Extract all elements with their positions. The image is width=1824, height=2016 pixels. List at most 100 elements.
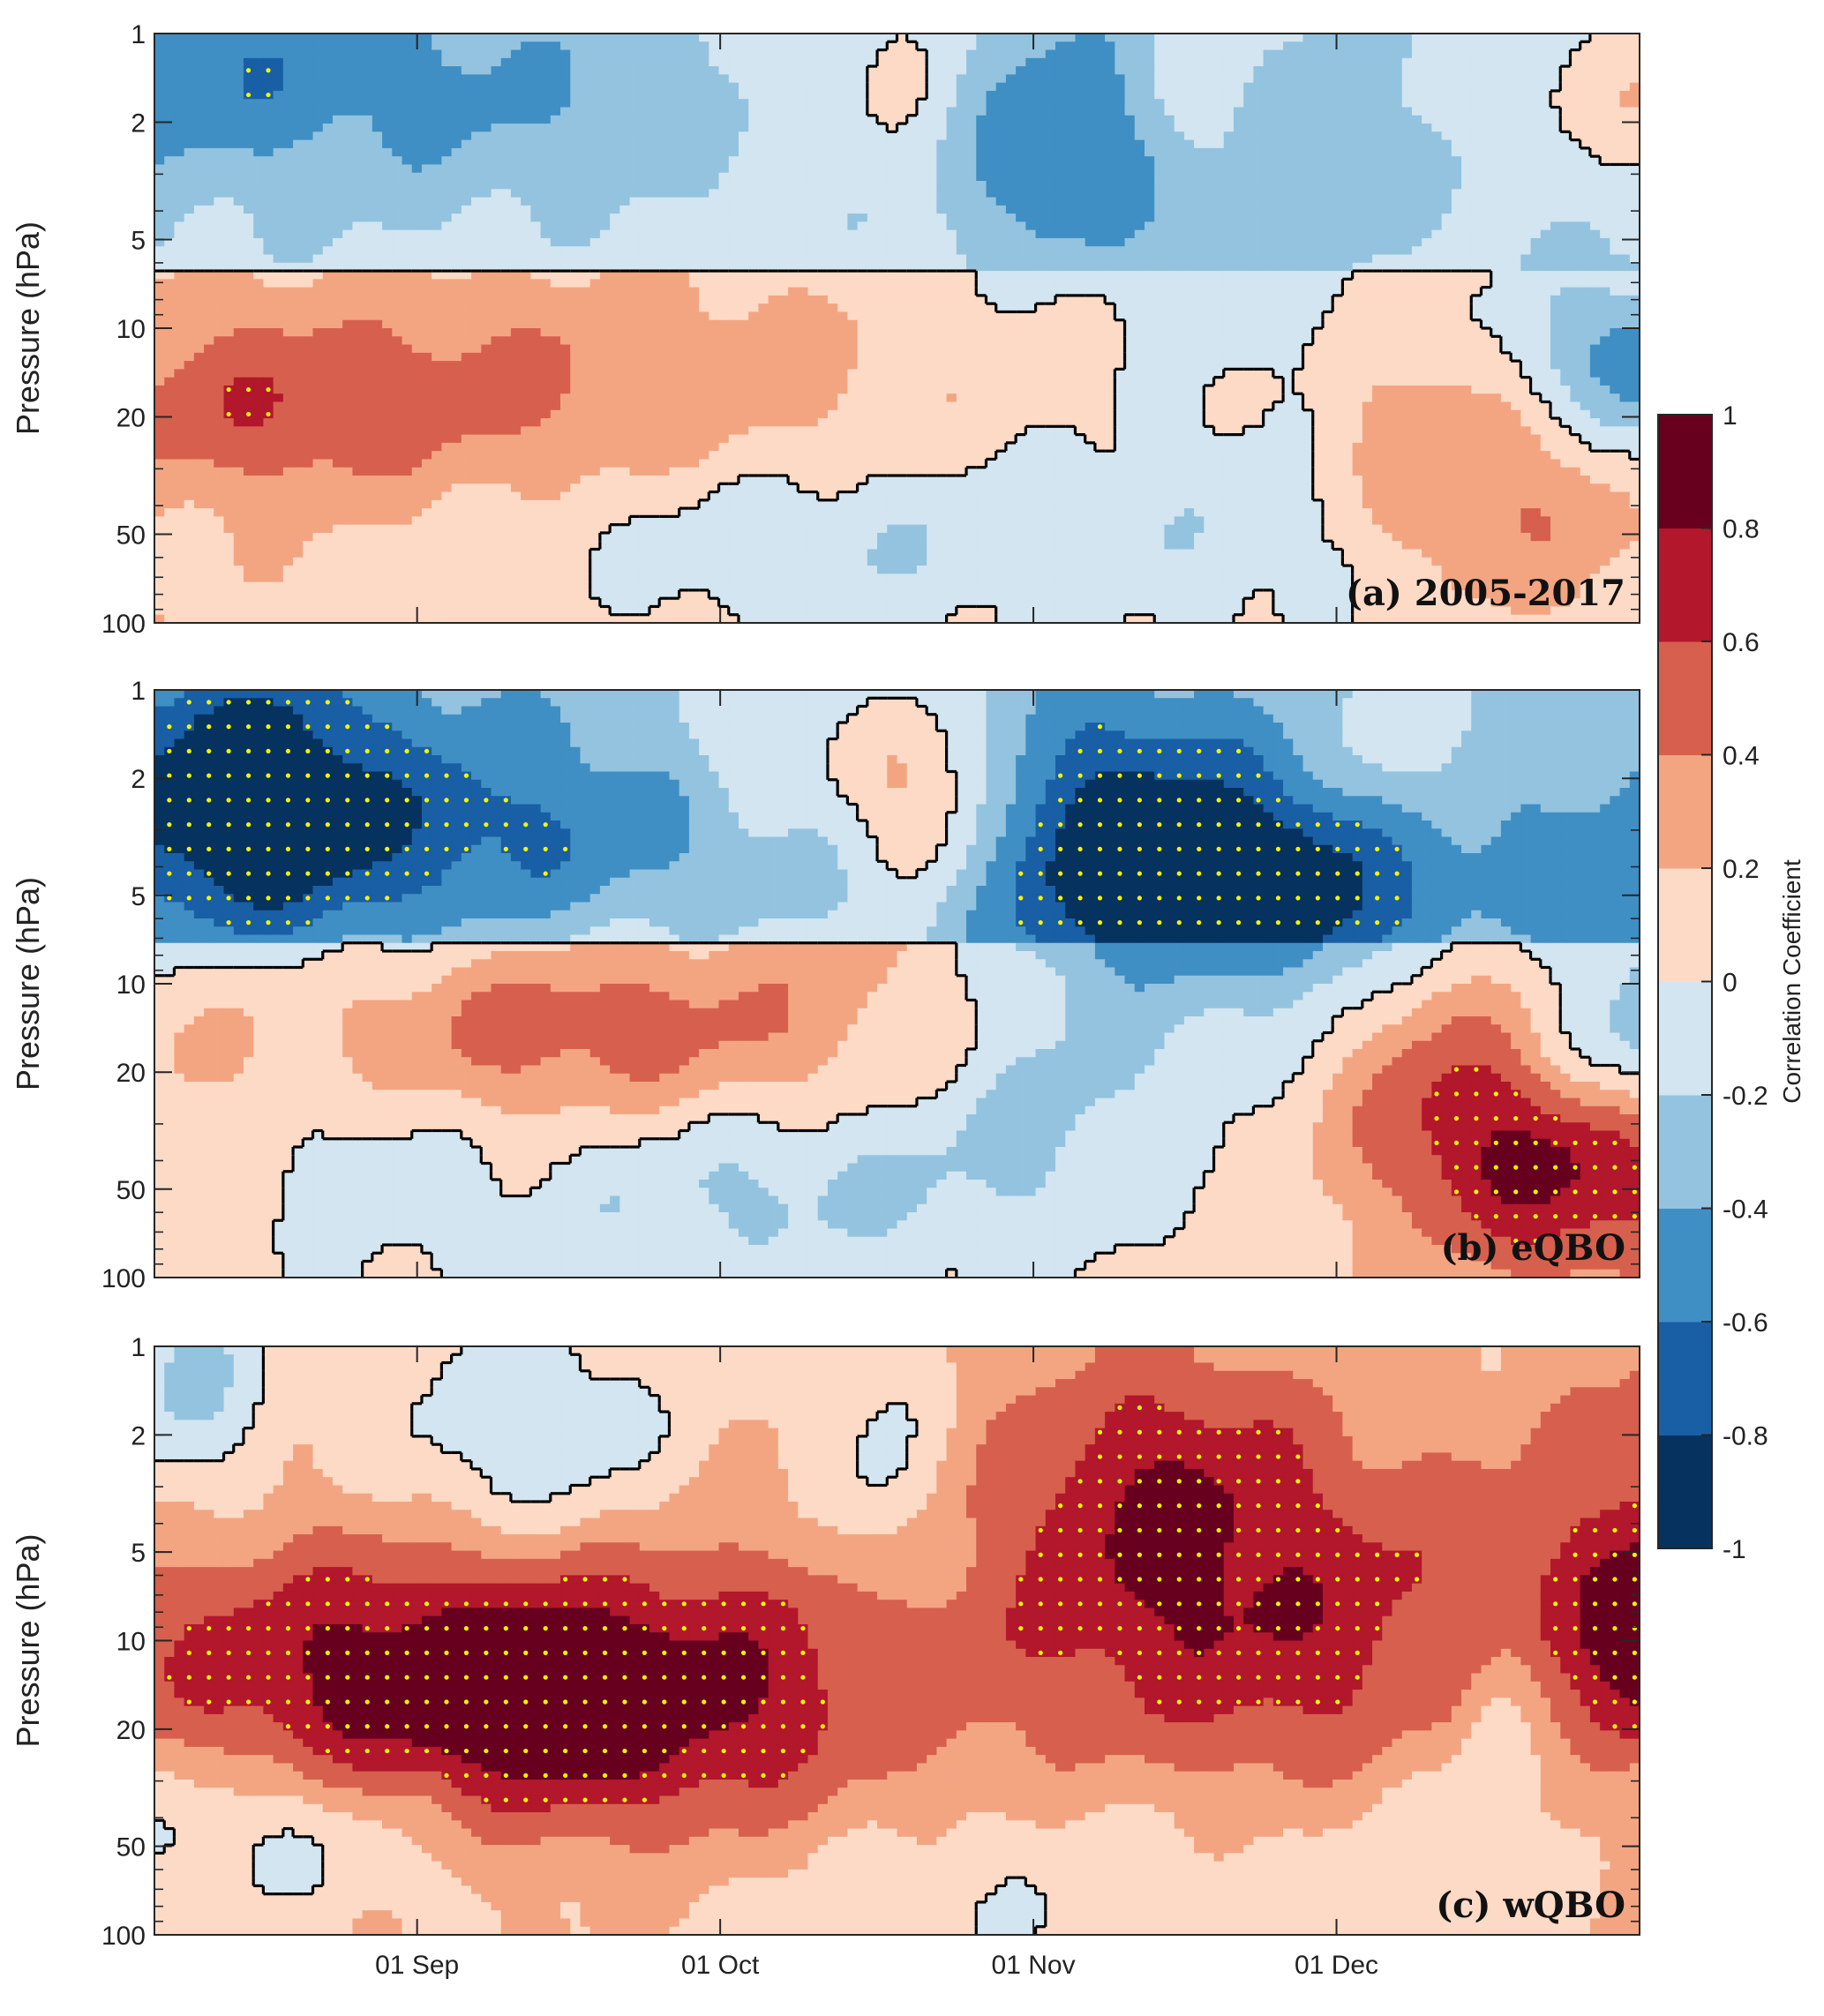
heatmap-cell xyxy=(1005,41,1017,51)
heatmap-cell xyxy=(392,57,403,67)
heatmap-cell xyxy=(679,279,690,289)
heatmap-cell xyxy=(1035,246,1047,256)
heatmap-cell xyxy=(995,82,1007,92)
heatmap-cell xyxy=(322,287,334,296)
heatmap-cell xyxy=(738,66,749,75)
heatmap-cell xyxy=(906,34,918,42)
heatmap-cell xyxy=(164,156,176,166)
heatmap-cell xyxy=(857,189,868,199)
heatmap-cell xyxy=(1302,287,1314,296)
heatmap-cell xyxy=(1302,295,1314,304)
heatmap-cell xyxy=(332,164,343,174)
heatmap-cell xyxy=(777,49,789,59)
heatmap-cell xyxy=(481,99,492,109)
heatmap-cell xyxy=(788,205,799,214)
heatmap-cell xyxy=(1372,90,1383,100)
heatmap-cell xyxy=(1025,229,1037,239)
heatmap-cell xyxy=(1550,287,1561,296)
heatmap-cell xyxy=(243,229,254,239)
heatmap-cell xyxy=(748,147,760,157)
heatmap-cell xyxy=(679,34,690,42)
heatmap-cell xyxy=(738,181,749,190)
heatmap-cell xyxy=(1085,131,1096,141)
heatmap-cell xyxy=(867,99,878,109)
heatmap-cell xyxy=(1164,197,1175,206)
heatmap-cell xyxy=(777,214,789,222)
heatmap-cell xyxy=(1589,237,1601,247)
heatmap-cell xyxy=(1481,295,1492,304)
heatmap-cell xyxy=(1511,131,1521,141)
heatmap-cell xyxy=(927,214,937,222)
heatmap-cell xyxy=(1392,205,1403,214)
heatmap-cell xyxy=(669,229,680,239)
heatmap-cell xyxy=(887,82,898,92)
heatmap-cell xyxy=(936,229,948,239)
heatmap-cell xyxy=(1025,181,1037,190)
heatmap-cell xyxy=(1461,66,1472,75)
heatmap-cell xyxy=(610,107,620,116)
heatmap-cell xyxy=(560,254,571,264)
heatmap-cell xyxy=(1461,172,1472,182)
heatmap-cell xyxy=(688,181,700,190)
heatmap-cell xyxy=(432,164,442,174)
heatmap-cell xyxy=(293,262,304,272)
heatmap-cell xyxy=(610,139,620,149)
heatmap-cell xyxy=(1589,124,1601,132)
heatmap-cell xyxy=(570,287,582,296)
heatmap-cell xyxy=(1589,205,1601,214)
heatmap-cell xyxy=(1213,189,1225,199)
heatmap-cell xyxy=(857,156,868,166)
heatmap-cell xyxy=(1183,66,1195,75)
heatmap-cell xyxy=(1302,189,1314,199)
heatmap-cell xyxy=(1600,221,1610,231)
heatmap-cell xyxy=(204,304,214,313)
heatmap-cell xyxy=(1272,271,1284,280)
heatmap-cell xyxy=(827,271,838,280)
heatmap-cell xyxy=(669,205,680,214)
heatmap-cell xyxy=(1600,57,1610,67)
heatmap-cell xyxy=(530,287,542,296)
heatmap-cell xyxy=(243,131,254,141)
heatmap-cell xyxy=(243,49,254,59)
heatmap-cell xyxy=(1441,279,1452,289)
heatmap-cell xyxy=(253,49,265,59)
heatmap-cell xyxy=(214,49,225,59)
heatmap-cell xyxy=(1411,115,1422,124)
heatmap-cell xyxy=(1025,197,1037,206)
heatmap-cell xyxy=(1154,41,1166,51)
heatmap-cell xyxy=(580,156,591,166)
heatmap-cell xyxy=(1263,115,1274,124)
heatmap-cell xyxy=(1352,115,1363,124)
heatmap-cell xyxy=(1075,246,1086,256)
heatmap-cell xyxy=(986,90,997,100)
heatmap-cell xyxy=(1570,34,1581,42)
heatmap-cell xyxy=(956,287,967,296)
heatmap-cell xyxy=(253,99,265,109)
heatmap-cell xyxy=(1441,131,1452,141)
heatmap-cell xyxy=(619,57,631,67)
heatmap-cell xyxy=(411,221,423,231)
heatmap-cell xyxy=(184,205,195,214)
heatmap-cell xyxy=(927,189,937,199)
heatmap-cell xyxy=(817,221,829,231)
heatmap-cell xyxy=(659,74,671,84)
heatmap-cell xyxy=(1055,214,1066,222)
heatmap-cell xyxy=(500,295,512,304)
heatmap-cell xyxy=(303,254,314,264)
heatmap-cell xyxy=(164,82,176,92)
heatmap-cell xyxy=(1094,205,1106,214)
heatmap-cell xyxy=(1481,57,1492,67)
heatmap-cell xyxy=(540,99,552,109)
heatmap-cell xyxy=(699,172,709,182)
heatmap-cell xyxy=(738,57,749,67)
heatmap-cell xyxy=(1283,34,1294,42)
heatmap-cell xyxy=(837,115,848,124)
heatmap-cell xyxy=(164,229,176,239)
heatmap-cell xyxy=(1342,131,1354,141)
heatmap-cell xyxy=(362,82,373,92)
heatmap-cell xyxy=(986,197,997,206)
heatmap-cell xyxy=(649,156,660,166)
heatmap-cell xyxy=(303,229,314,239)
heatmap-cell xyxy=(986,279,997,289)
